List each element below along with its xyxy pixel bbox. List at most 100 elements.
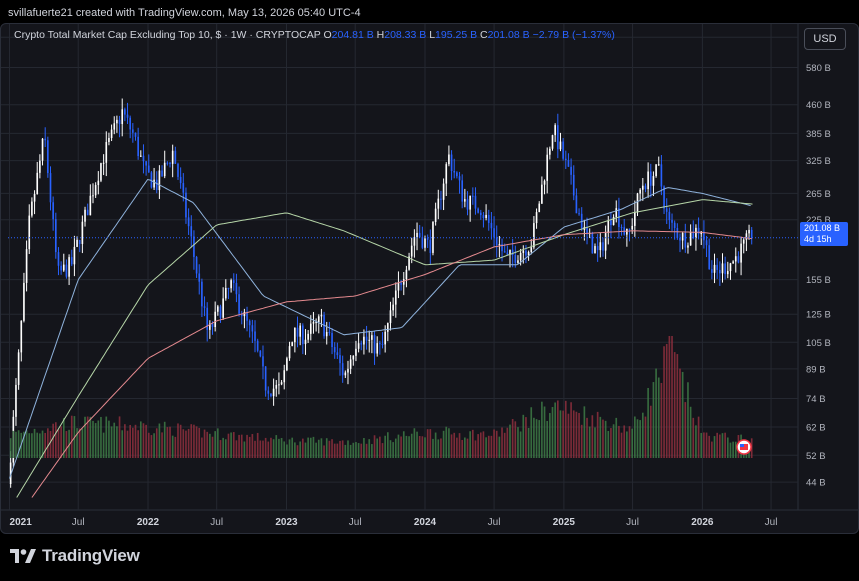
candle-body [530, 247, 533, 253]
volume-bar [695, 425, 697, 458]
volume-bar [479, 432, 482, 458]
volume-bar [238, 434, 240, 458]
volume-bar [559, 410, 562, 458]
candle-body [373, 335, 376, 354]
volume-bar [647, 387, 649, 458]
x-tick-label: Jul [488, 517, 501, 528]
candle-body [440, 198, 442, 200]
volume-bar [142, 423, 145, 458]
moving-average-line [16, 199, 753, 498]
candle-body [336, 352, 339, 356]
candle-body [596, 246, 599, 251]
volume-bar [689, 406, 692, 458]
volume-bar [522, 414, 525, 458]
volume-bar [259, 440, 262, 458]
candle-body [47, 140, 49, 174]
candle-body [57, 252, 60, 266]
candle-body [304, 339, 307, 345]
candle-body [525, 250, 527, 256]
volume-bar [248, 436, 251, 458]
candle-body [129, 117, 132, 130]
volume-bar [161, 432, 163, 458]
candle-body [41, 138, 44, 161]
candle-body [607, 220, 610, 234]
volume-bar [25, 430, 28, 458]
volume-bar [721, 433, 724, 458]
candle-body [142, 155, 145, 162]
volume-bar [628, 426, 631, 458]
candle-body [286, 358, 288, 371]
volume-bar [634, 416, 636, 458]
volume-bar [511, 419, 514, 458]
candle-body [312, 322, 315, 324]
candle-body [89, 195, 92, 216]
y-tick-label: 265 B [806, 189, 831, 200]
chart-legend: Crypto Total Market Cap Excluding Top 10… [14, 29, 615, 41]
volume-bar [416, 431, 418, 458]
candle-body [363, 336, 365, 345]
volume-bar [373, 435, 376, 458]
volume-bar [291, 437, 294, 458]
candle-body [676, 227, 679, 239]
candle-body [602, 242, 604, 251]
volume-bar [315, 442, 317, 458]
volume-bar [716, 432, 719, 458]
candle-body [549, 148, 551, 155]
candle-body [517, 260, 519, 263]
volume-bar [309, 437, 312, 458]
volume-bar [644, 416, 647, 458]
volume-bar [286, 444, 288, 458]
volume-bar [94, 423, 97, 458]
volume-bar [615, 417, 618, 458]
volume-bar [506, 427, 509, 458]
candle-body [384, 331, 386, 345]
volume-bar [477, 434, 479, 458]
volume-bar [325, 438, 328, 458]
candle-body [302, 325, 304, 345]
volume-bar [304, 442, 307, 458]
volume-bar [17, 430, 20, 458]
volume-bar [280, 437, 283, 458]
candle-body [445, 164, 448, 184]
volume-bar [92, 420, 94, 458]
volume-bar [312, 436, 315, 458]
candle-body [477, 208, 479, 213]
volume-bar [214, 431, 216, 458]
candle-body [671, 219, 673, 223]
candle-body [179, 176, 182, 184]
volume-bar [341, 440, 344, 458]
volume-bar [217, 428, 219, 458]
candle-body [522, 250, 525, 253]
candle-body [94, 185, 97, 196]
candle-body [461, 180, 464, 202]
candle-body [275, 384, 278, 389]
candle-body [187, 217, 190, 227]
tradingview-logo[interactable]: TradingView [10, 546, 140, 566]
volume-bar [575, 411, 578, 458]
volume-bar [155, 428, 158, 458]
legend-close-value: 201.08 B [487, 29, 530, 41]
candle-body [360, 343, 363, 345]
candle-body [448, 154, 450, 165]
candle-body [15, 384, 17, 417]
volume-bar [163, 421, 166, 458]
volume-bar [28, 433, 31, 458]
candle-body [564, 158, 567, 161]
candle-body [687, 245, 689, 248]
volume-bar [139, 421, 142, 458]
candle-body [201, 281, 203, 307]
currency-button[interactable]: USD [804, 28, 846, 50]
volume-bar [469, 431, 471, 458]
volume-bar [551, 407, 554, 458]
volume-bar [296, 445, 299, 458]
volume-bar [187, 428, 190, 458]
volume-bar [405, 435, 408, 458]
x-tick-label: 2025 [553, 517, 576, 528]
legend-change: −2.79 B (−1.37%) [532, 29, 615, 41]
volume-bar [203, 429, 206, 458]
candle-body [509, 249, 511, 255]
candle-body [416, 232, 418, 238]
candle-body [102, 162, 105, 164]
volume-bar [185, 430, 187, 458]
